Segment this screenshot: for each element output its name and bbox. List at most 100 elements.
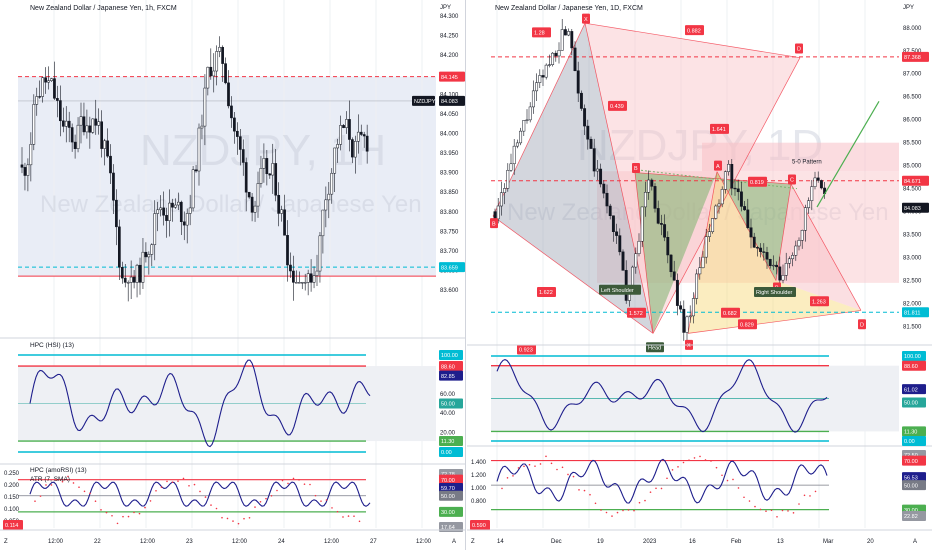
candle-body [330, 172, 334, 195]
candle-body [669, 254, 673, 273]
atr-value-badge: 0.114 [5, 523, 18, 529]
candle-body [717, 203, 721, 207]
atr-dot [61, 480, 64, 483]
candle-body [112, 172, 115, 201]
candle-body [643, 192, 647, 208]
ratio-label: 1.263 [812, 299, 826, 305]
amorsi-line [29, 481, 371, 507]
pattern-point-label: D [860, 322, 864, 328]
five-zero-label: 5-0 Pattern [792, 159, 822, 165]
candle-body [528, 106, 532, 121]
ratio-label: 0.923 [519, 348, 533, 354]
candle-body [197, 127, 201, 172]
timezone-z-button[interactable]: Z [4, 539, 8, 545]
price-tick-label: 84.300 [440, 14, 459, 20]
candle-body [663, 224, 667, 238]
atr-dot [232, 520, 234, 522]
price-tick-label: 81.500 [903, 325, 922, 331]
candle-body [73, 141, 77, 149]
candle-body [605, 192, 609, 207]
candle-body [647, 179, 651, 193]
ratio-label-bg [627, 307, 646, 318]
atr-dot [127, 515, 130, 518]
hsi-indicator-title: HPC (HSI) (13) [30, 342, 75, 349]
candle-body [746, 209, 750, 228]
candle-body [147, 254, 151, 258]
cd-fill [776, 184, 861, 311]
amorsi-line [496, 458, 828, 504]
candle-body [365, 135, 369, 152]
hsi-line [496, 359, 828, 433]
ratio-label: 1.572 [629, 311, 643, 317]
atr-dot [265, 497, 267, 500]
candle-body [336, 144, 339, 149]
candle-body [126, 282, 130, 284]
candle-body [656, 208, 660, 224]
atr-dot [622, 509, 624, 512]
candle-body [61, 120, 65, 127]
auto-scale-button[interactable]: A [452, 539, 457, 545]
candle-body [321, 209, 325, 237]
candle-body [727, 164, 731, 172]
hsi-value-tag: 50.00 [441, 402, 455, 408]
candle-body [132, 276, 136, 283]
rsi-value-tag-bg [902, 480, 926, 491]
pattern-point-label: D [797, 47, 801, 53]
price-tag-bg [902, 202, 929, 213]
chart-panel-1h[interactable]: NZDJPY, 1H New Zealand Dollar / Japanese … [0, 0, 466, 550]
ratio-label: 0.682 [723, 311, 737, 317]
watermark-name: New Zealand Dollar / Japanese Yen [40, 191, 422, 218]
candle-body [525, 119, 529, 121]
atr-tick-label: 1.400 [471, 460, 487, 466]
atr-indicator-title: ATR (7, SMA) [30, 476, 70, 483]
candle-body [576, 70, 580, 94]
time-tick-label: 12:00 [416, 539, 432, 545]
candle-body [218, 46, 222, 52]
candle-body [608, 205, 612, 216]
candle-body [56, 98, 59, 101]
atr-dot [765, 510, 767, 512]
atr-dot [353, 515, 355, 517]
candle-body [120, 267, 124, 279]
price-tick-label: 83.750 [440, 229, 459, 235]
atr-dot [594, 502, 597, 505]
auto-scale-button-1d[interactable]: A [913, 539, 918, 545]
candle-body [819, 180, 823, 189]
atr-dot [347, 515, 350, 517]
candle-body [91, 118, 95, 133]
rsi-value-tag: 59.70 [441, 486, 455, 492]
candle-body [209, 66, 213, 77]
hsi-value-tag-bg [439, 436, 463, 447]
amorsi-indicator-title: HPC (amoRSI) (13) [30, 467, 87, 474]
candle-body [672, 271, 676, 281]
candle-body [300, 282, 304, 284]
head-shoulders-fill [635, 171, 791, 334]
price-tick-label: 87.000 [903, 72, 922, 78]
candle-body [185, 213, 189, 226]
atr-dot [342, 516, 344, 518]
atr-dot [50, 484, 53, 486]
atr-dot [660, 487, 663, 490]
atr-dot [770, 509, 773, 512]
projection-line [816, 101, 880, 208]
time-tick-label: 27 [370, 539, 377, 545]
candle-body [551, 52, 555, 65]
chart-title-1h: New Zealand Dollar / Japanese Yen, 1h, F… [30, 5, 177, 12]
price-tick-label: 84.250 [440, 33, 459, 39]
hsi-value-tag: 61.02 [904, 387, 918, 393]
candle-body [76, 124, 80, 149]
atr-tick-label: 0.800 [471, 499, 487, 505]
rsi-value-tag: 50.00 [441, 494, 455, 500]
timezone-z-button-1d[interactable]: Z [471, 539, 475, 545]
candle-body [348, 119, 351, 140]
price-tick-label: 84.050 [440, 112, 459, 118]
candle-body [803, 207, 807, 231]
pattern-point-label: X [584, 17, 588, 23]
hsi-value-tag: 50.00 [904, 401, 918, 407]
rsi-value-tag-bg [902, 472, 926, 483]
candle-body [179, 201, 183, 223]
atr-dot [155, 489, 157, 492]
